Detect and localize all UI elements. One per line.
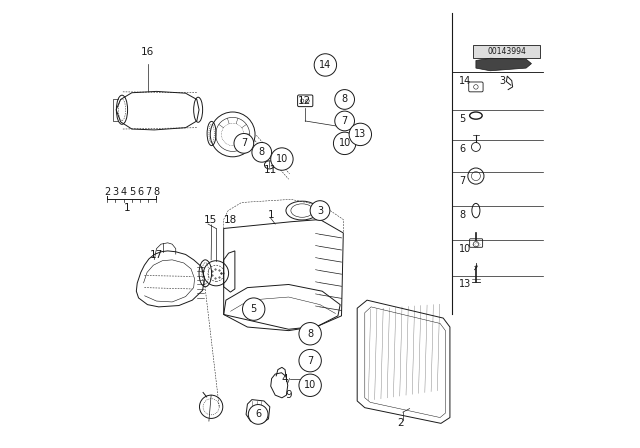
Text: 17: 17 <box>150 250 163 260</box>
Text: 7: 7 <box>342 116 348 126</box>
Circle shape <box>335 90 355 109</box>
Text: 6: 6 <box>137 187 143 197</box>
Text: 2: 2 <box>397 418 404 428</box>
Text: 7: 7 <box>459 177 465 186</box>
Text: 1: 1 <box>124 203 131 213</box>
Text: 5: 5 <box>251 304 257 314</box>
Text: 7: 7 <box>307 356 313 366</box>
Text: 6: 6 <box>255 409 261 419</box>
Text: 8: 8 <box>259 147 265 157</box>
Text: 8: 8 <box>307 329 313 339</box>
Text: 18: 18 <box>224 215 237 224</box>
Circle shape <box>252 142 271 162</box>
Circle shape <box>248 405 268 424</box>
Text: 10: 10 <box>276 154 288 164</box>
Text: 4: 4 <box>120 187 127 197</box>
Circle shape <box>234 134 253 153</box>
Circle shape <box>299 349 321 372</box>
Polygon shape <box>476 58 531 71</box>
Text: 3: 3 <box>499 76 506 86</box>
Text: 7: 7 <box>145 187 152 197</box>
Text: 14: 14 <box>459 76 471 86</box>
Text: 8: 8 <box>342 95 348 104</box>
Circle shape <box>299 323 321 345</box>
Text: 15: 15 <box>204 215 217 224</box>
Circle shape <box>335 111 355 131</box>
Circle shape <box>299 374 321 396</box>
Circle shape <box>349 123 371 146</box>
Text: 5: 5 <box>129 187 135 197</box>
Text: 10: 10 <box>459 244 471 254</box>
Text: 14: 14 <box>319 60 332 70</box>
Text: 10: 10 <box>304 380 316 390</box>
Text: 13: 13 <box>354 129 367 139</box>
Text: 10: 10 <box>339 138 351 148</box>
Text: 13: 13 <box>459 280 471 289</box>
Text: 9: 9 <box>285 390 292 400</box>
Text: 00143994: 00143994 <box>488 47 526 56</box>
Text: 12: 12 <box>298 96 311 106</box>
Text: 16: 16 <box>141 47 154 56</box>
Circle shape <box>271 148 293 170</box>
Circle shape <box>314 54 337 76</box>
Text: 1: 1 <box>268 210 274 220</box>
Text: 2: 2 <box>104 187 110 197</box>
Text: 4: 4 <box>281 374 288 383</box>
Text: 7: 7 <box>241 138 247 148</box>
Text: 3: 3 <box>317 206 323 215</box>
Circle shape <box>310 201 330 220</box>
Text: 8: 8 <box>154 187 159 197</box>
Text: 11: 11 <box>264 165 277 175</box>
Text: 3: 3 <box>113 187 118 197</box>
Circle shape <box>333 132 356 155</box>
Text: 8: 8 <box>459 210 465 220</box>
Text: 6: 6 <box>459 144 465 154</box>
Text: 5: 5 <box>459 114 465 124</box>
Circle shape <box>243 298 265 320</box>
FancyBboxPatch shape <box>473 45 540 58</box>
